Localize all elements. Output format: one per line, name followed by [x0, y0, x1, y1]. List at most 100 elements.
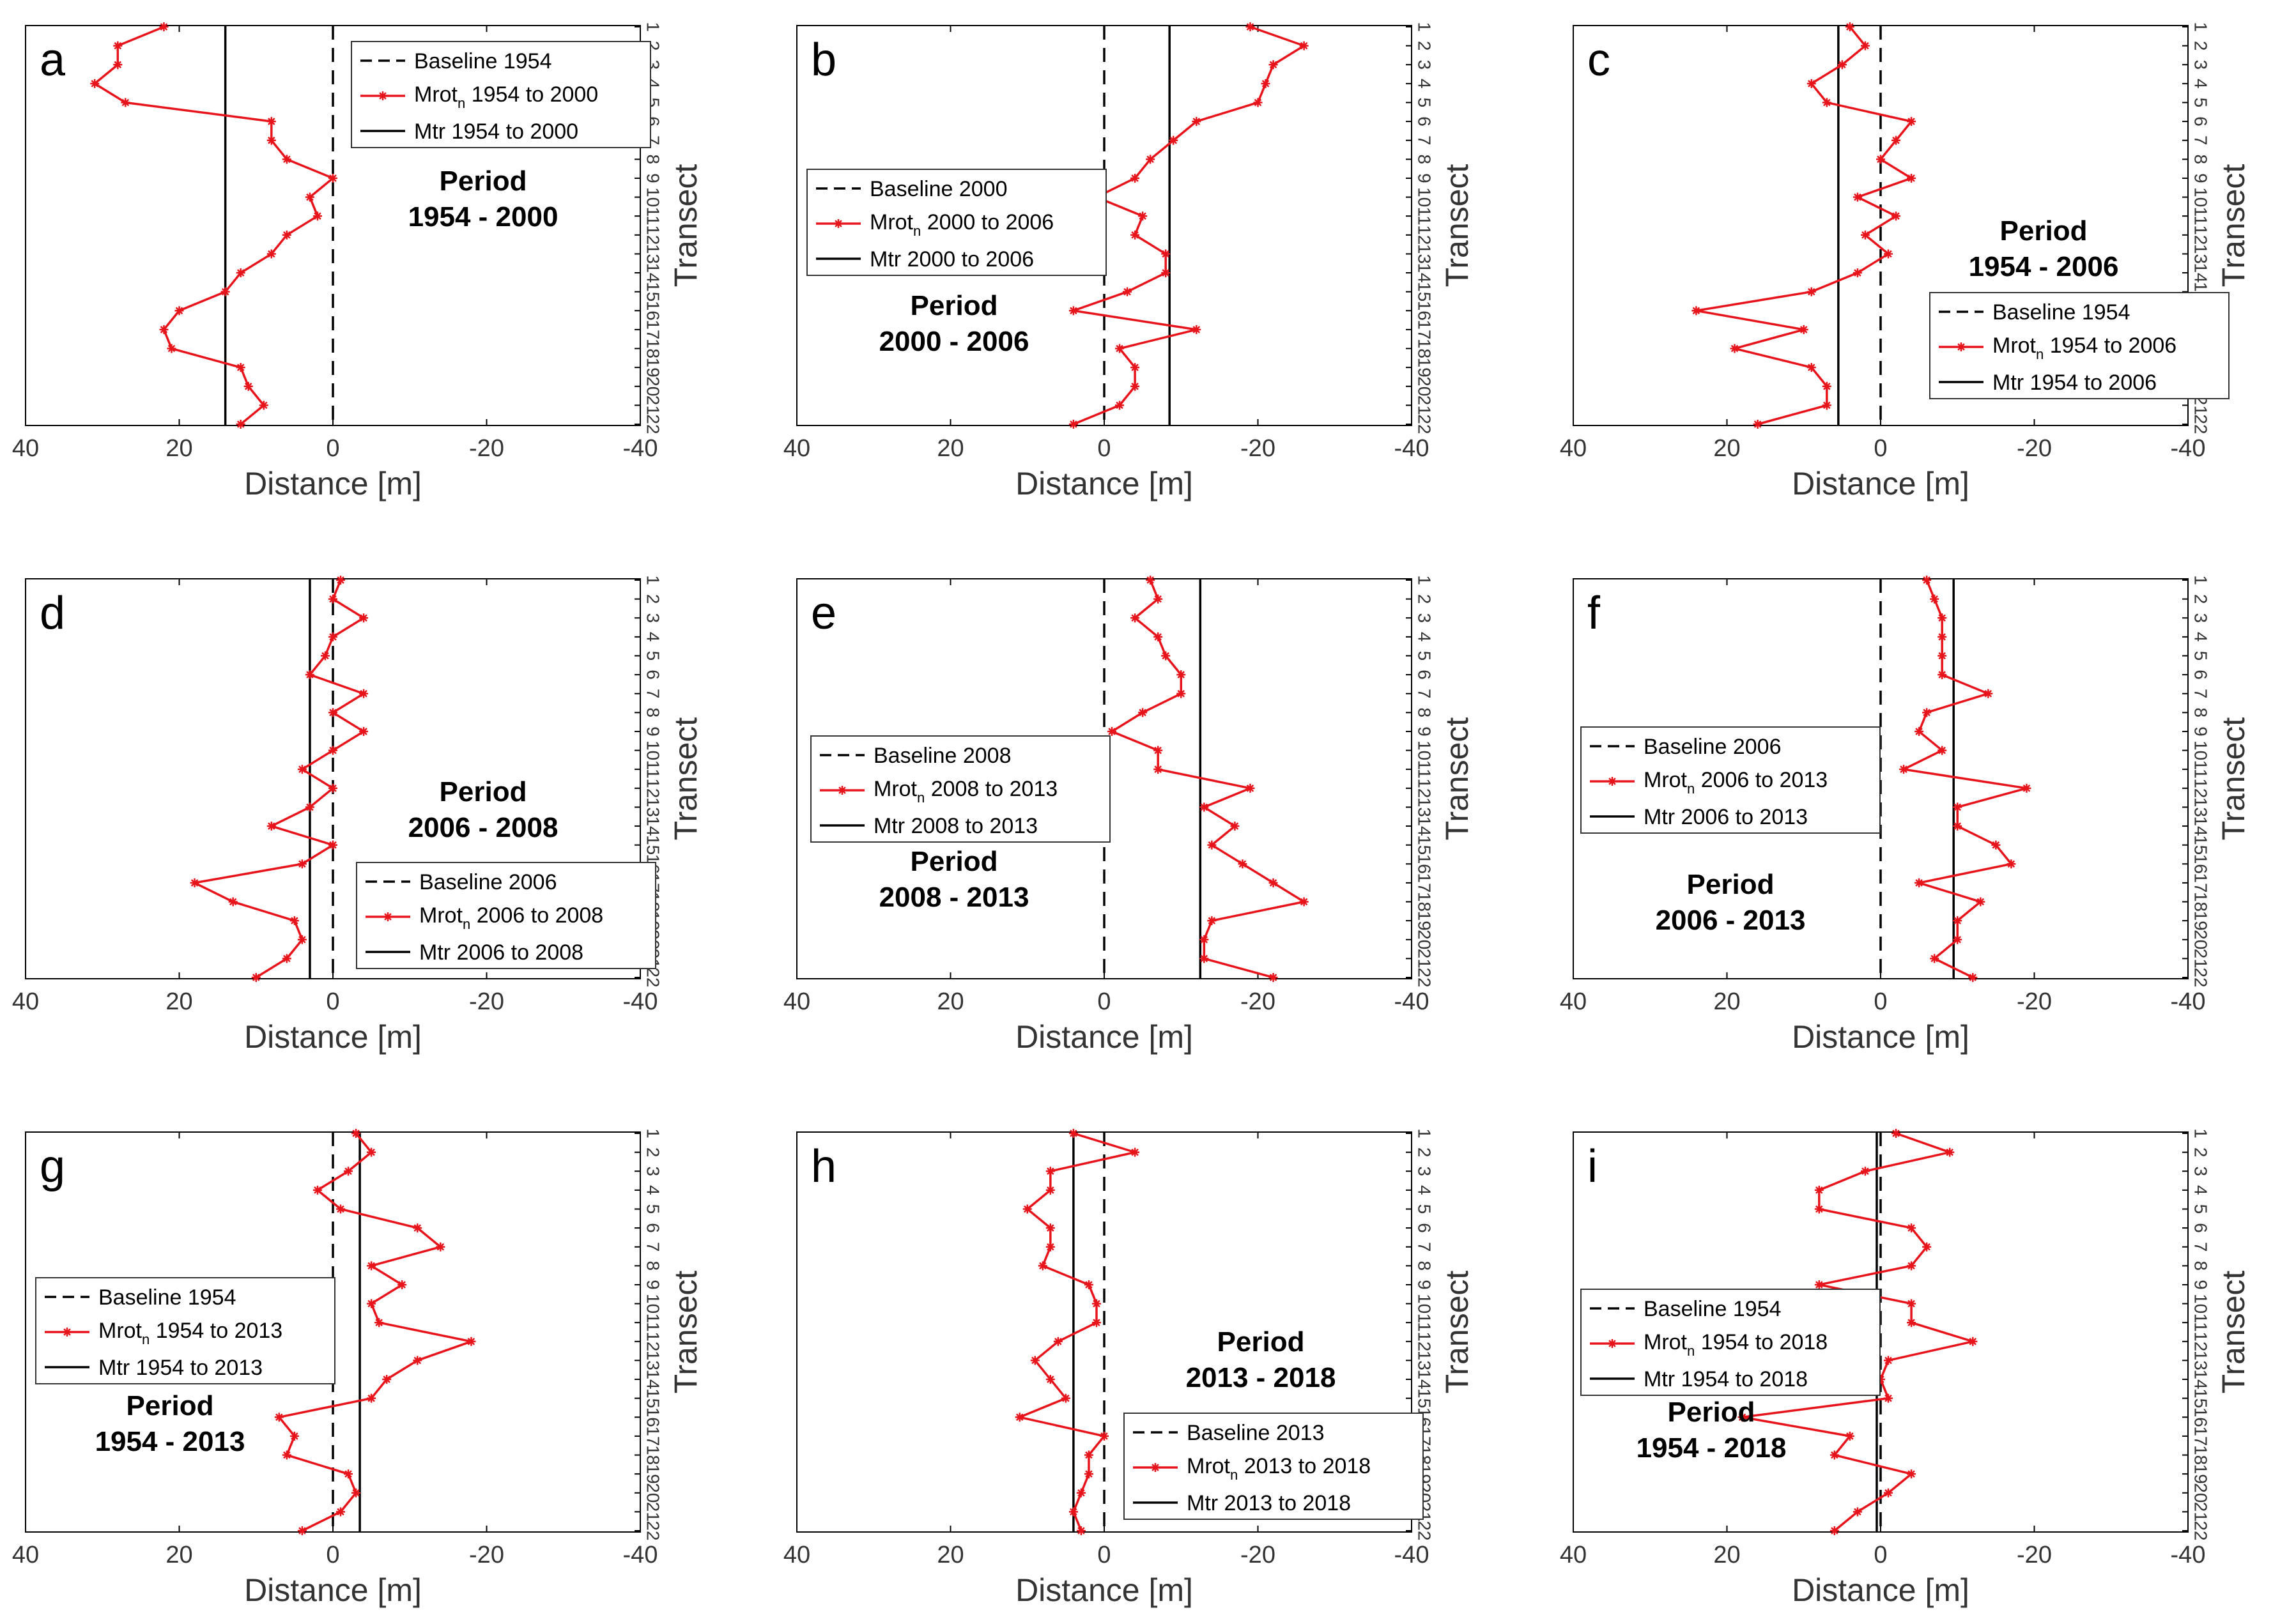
marker-stroke — [1254, 98, 1262, 107]
y-tick-label: 14 — [2191, 1369, 2211, 1389]
legend-mrot-rest: 2008 to 2013 — [925, 777, 1058, 801]
mrot-point — [1884, 1488, 1893, 1498]
mrot-point — [2022, 783, 2031, 793]
period-years: 1954 - 2013 — [95, 1426, 245, 1457]
marker-stroke — [1884, 1489, 1892, 1497]
legend-mrot-marker — [834, 219, 843, 228]
legend-mrot-main: Mrot — [98, 1319, 142, 1343]
mrot-point — [382, 1375, 392, 1384]
marker-stroke — [467, 1338, 475, 1345]
y-tick-label: 22 — [643, 414, 663, 434]
marker-stroke — [1047, 1224, 1054, 1232]
mrot-point — [1953, 935, 1962, 944]
marker-stroke — [1892, 136, 1900, 144]
marker-stroke — [1953, 935, 1962, 944]
marker-stroke — [1938, 652, 1946, 660]
marker-stroke — [1938, 614, 1946, 622]
legend: Baseline 2008 Mrotn 2008 to 2013 Mtr 2008 … — [810, 735, 1111, 843]
y-tick-label: 22 — [2191, 414, 2211, 434]
mrot-point — [367, 1147, 376, 1157]
mrot-point — [1983, 689, 1993, 698]
y-tick-label: 21 — [643, 395, 663, 415]
mrot-point — [328, 840, 337, 850]
mrot-point — [251, 973, 261, 982]
legend-baseline-label: Baseline 1954 — [1644, 1297, 1782, 1321]
mrot-point — [1153, 632, 1163, 641]
mrot-point — [1976, 897, 1985, 907]
legend-mtr-label: Mtr 2008 to 2013 — [874, 814, 1038, 838]
y-tick-label: 4 — [2191, 79, 2211, 89]
legend-mrot-marker — [1608, 1339, 1617, 1348]
mrot-point — [174, 306, 184, 316]
legend-mrot-label: Mrotn 2006 to 2013 — [1644, 768, 1828, 797]
marker-stroke — [1031, 1356, 1039, 1365]
mrot-point — [1937, 613, 1947, 623]
y-tick-label: 16 — [2191, 854, 2211, 874]
mrot-point — [1045, 1242, 1055, 1252]
mrot-point — [297, 935, 307, 944]
marker-stroke — [283, 231, 291, 239]
mrot-point — [1199, 954, 1209, 963]
marker-stroke — [1938, 633, 1946, 641]
y-tick-label: 11 — [643, 1314, 663, 1332]
marker-stroke — [1192, 326, 1201, 333]
mrot-point — [167, 344, 176, 353]
y-tick-label: 8 — [643, 155, 663, 165]
marker-stroke — [1047, 1167, 1054, 1176]
x-tick-label: -40 — [623, 988, 658, 1015]
mrot-point — [1968, 1337, 1978, 1346]
mrot-point — [1130, 230, 1140, 240]
mrot-point — [1176, 689, 1186, 698]
mrot-point — [1953, 802, 1962, 812]
x-tick-label: -20 — [469, 435, 504, 462]
marker-stroke — [1062, 1394, 1070, 1402]
y-tick-label: 3 — [643, 1166, 663, 1176]
y-tick-label: 7 — [2191, 1242, 2211, 1252]
marker-stroke — [1300, 898, 1308, 906]
marker-stroke — [298, 765, 306, 773]
y-tick-label: 13 — [2191, 244, 2211, 264]
mrot-point — [1806, 363, 1816, 372]
mrot-point — [1814, 1185, 1824, 1195]
y-tick-label: 5 — [643, 651, 663, 661]
mrot-point — [1922, 576, 1932, 585]
legend-mrot-rest: 1954 to 2013 — [150, 1319, 282, 1343]
y-tick-label: 2 — [1415, 1147, 1435, 1158]
y-tick-label: 22 — [643, 967, 663, 987]
mrot-point — [1176, 670, 1186, 680]
legend: Baseline 1954 Mrotn 1954 to 2006 Mtr 1954 … — [1929, 292, 2230, 399]
mrot-point — [1907, 117, 1916, 126]
y-tick-label: 5 — [1415, 1204, 1435, 1214]
mrot-point — [1884, 1393, 1893, 1403]
mrot-point — [1914, 726, 1924, 736]
mrot-point — [297, 765, 307, 774]
legend-mrot-marker — [383, 912, 392, 921]
legend-mrot-rest: 1954 to 2000 — [465, 82, 598, 107]
y-tick-label: 4 — [1415, 1185, 1435, 1195]
y-tick-label: 20 — [643, 1483, 663, 1503]
marker-stroke — [91, 80, 99, 88]
marker-stroke — [1070, 420, 1077, 428]
x-tick-label: 40 — [1560, 988, 1587, 1015]
marker-stroke — [1177, 689, 1185, 698]
marker-stroke — [1261, 80, 1270, 88]
y-tick-label: 10 — [2191, 740, 2211, 760]
mrot-point — [1207, 840, 1217, 850]
marker-stroke — [1861, 42, 1869, 50]
legend-mrot-label: Mrotn 2008 to 2013 — [874, 777, 1058, 806]
marker-stroke — [383, 1375, 390, 1383]
marker-stroke — [1823, 382, 1831, 390]
y-tick-label: 5 — [1415, 651, 1435, 661]
mrot-point — [1022, 1204, 1032, 1214]
x-axis-label: Distance [m] — [244, 466, 422, 502]
marker-stroke — [367, 1299, 375, 1308]
y-tick-label: 8 — [643, 1261, 663, 1271]
marker-stroke — [337, 576, 344, 584]
marker-stroke — [1953, 917, 1962, 924]
mrot-point — [1907, 1318, 1916, 1328]
x-tick-label: 40 — [783, 435, 810, 462]
mrot-point — [1238, 859, 1247, 869]
mrot-point — [1991, 840, 2001, 850]
marker-stroke — [1831, 1451, 1838, 1459]
marker-stroke — [1108, 728, 1116, 735]
